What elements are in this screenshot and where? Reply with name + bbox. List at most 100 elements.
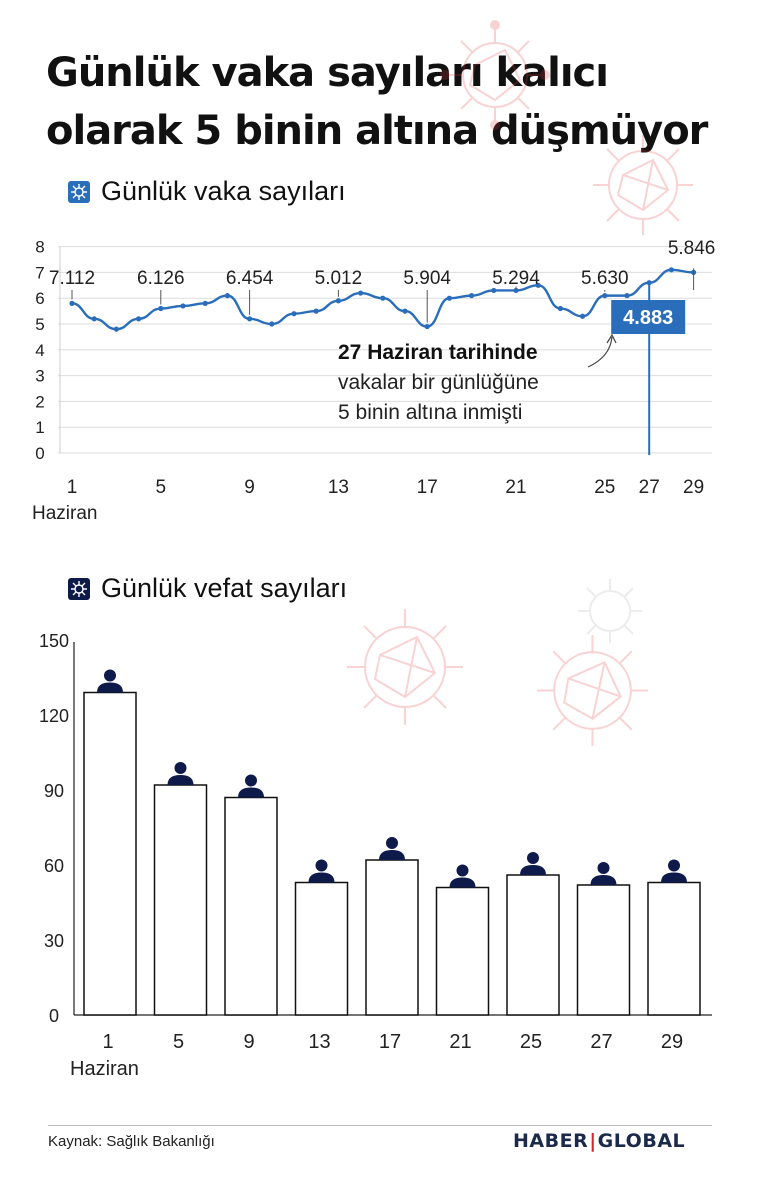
brand-separator: | bbox=[589, 1130, 597, 1152]
virus-illustration-icon bbox=[530, 628, 655, 758]
data-point bbox=[313, 308, 319, 314]
person-icon bbox=[661, 859, 687, 883]
data-point bbox=[113, 326, 119, 332]
virus-icon bbox=[68, 181, 90, 203]
data-point bbox=[668, 267, 675, 273]
data-point bbox=[424, 323, 430, 330]
person-icon bbox=[97, 669, 123, 693]
data-label: 6.454 bbox=[226, 268, 274, 289]
person-icon bbox=[520, 852, 546, 875]
person-icon bbox=[449, 864, 476, 888]
bar bbox=[506, 874, 560, 1016]
person-icon-body bbox=[167, 775, 194, 785]
person-icon-head bbox=[386, 837, 398, 849]
y-tick-label: 2 bbox=[35, 392, 44, 411]
y-tick-label: 30 bbox=[44, 931, 64, 951]
person-icon-head bbox=[245, 774, 257, 787]
brand-right: GLOBAL bbox=[597, 1130, 686, 1152]
person-icon-body bbox=[520, 865, 546, 875]
data-point bbox=[224, 293, 230, 299]
virus-illustration-icon bbox=[588, 130, 698, 245]
y-tick-label: 1 bbox=[35, 418, 44, 437]
y-tick-label: 150 bbox=[39, 631, 69, 651]
data-point bbox=[580, 313, 586, 319]
data-point bbox=[535, 282, 541, 288]
x-tick-label: 5 bbox=[156, 477, 167, 498]
data-point bbox=[335, 298, 341, 304]
daily-cases-line-chart: 0 1 2 3 4 5 6 7 8 1 5 9 13 17 21 25 27 29 Haziran 7.112 6.12… bbox=[32, 238, 716, 524]
person-icon-body bbox=[97, 682, 123, 693]
bar bbox=[365, 859, 419, 1016]
virus-illustration-icon bbox=[440, 20, 550, 135]
data-point bbox=[469, 293, 475, 299]
person-icon-body bbox=[379, 850, 405, 860]
x-tick-label: 13 bbox=[328, 477, 349, 498]
y-tick-label: 120 bbox=[39, 706, 69, 726]
brand-logo: HABER|GLOBAL bbox=[513, 1130, 685, 1152]
data-label: 5.012 bbox=[315, 268, 363, 289]
virus-illustration-icon bbox=[340, 602, 470, 737]
bar bbox=[224, 796, 278, 1016]
annotation-line-3: 5 binin altına inmişti bbox=[338, 401, 522, 424]
highlight-label: 4.883 bbox=[623, 307, 673, 329]
annotation-line-2: vakalar bir günlüğüne bbox=[338, 371, 539, 394]
x-tick-label: 29 bbox=[661, 1031, 683, 1053]
person-icon-body bbox=[238, 787, 264, 798]
data-point bbox=[291, 311, 297, 317]
section-title-deaths: Günlük vefat sayıları bbox=[101, 573, 348, 603]
bar bbox=[294, 881, 349, 1016]
data-point bbox=[446, 295, 452, 301]
virus-illustration-icon bbox=[575, 576, 645, 651]
brand-left: HABER bbox=[513, 1130, 589, 1152]
section-title-cases: Günlük vaka sayıları bbox=[101, 176, 346, 206]
data-point bbox=[491, 287, 497, 294]
y-tick-label: 90 bbox=[44, 781, 64, 801]
x-tick-label: 21 bbox=[505, 477, 526, 498]
y-tick-label: 60 bbox=[44, 856, 64, 876]
bar bbox=[153, 784, 208, 1016]
highlight-box bbox=[611, 300, 686, 334]
person-icon-head bbox=[668, 859, 680, 872]
person-icon bbox=[590, 862, 617, 885]
data-point bbox=[402, 308, 408, 314]
bar bbox=[83, 691, 137, 1016]
y-tick-label: 6 bbox=[35, 289, 44, 308]
footer-divider bbox=[48, 1125, 712, 1126]
x-tick-label: 29 bbox=[683, 477, 704, 498]
person-icon bbox=[308, 859, 335, 883]
data-point bbox=[69, 300, 75, 306]
bar bbox=[435, 886, 490, 1016]
bar bbox=[647, 881, 701, 1016]
person-icon bbox=[238, 774, 264, 798]
x-tick-label: 1 bbox=[67, 477, 78, 498]
x-tick-label: 17 bbox=[417, 477, 438, 498]
daily-deaths-bar-chart: 0 30 60 90 120 150 1 5 9 13 17 21 25 27 29 Haziran bbox=[39, 631, 712, 1080]
person-icon-body bbox=[449, 877, 476, 888]
x-axis-title: Haziran bbox=[32, 503, 97, 524]
y-tick-label: 0 bbox=[49, 1006, 59, 1026]
person-icon bbox=[167, 762, 194, 785]
data-point bbox=[202, 300, 208, 306]
data-point bbox=[624, 293, 630, 299]
data-label: 5.630 bbox=[581, 268, 629, 289]
x-tick-label: 25 bbox=[594, 477, 615, 498]
x-tick-label: 9 bbox=[244, 477, 255, 498]
x-tick-label: 1 bbox=[102, 1031, 113, 1053]
y-tick-label: 8 bbox=[35, 238, 44, 257]
x-tick-label: 13 bbox=[308, 1031, 330, 1053]
x-axis-title: Haziran bbox=[70, 1058, 139, 1080]
data-label: 6.126 bbox=[137, 268, 185, 289]
data-point bbox=[247, 316, 253, 322]
data-label: 5.904 bbox=[403, 268, 451, 289]
x-tick-label: 27 bbox=[590, 1031, 612, 1053]
x-tick-label: 25 bbox=[520, 1031, 542, 1053]
y-tick-label: 0 bbox=[35, 444, 44, 463]
person-icon-body bbox=[590, 875, 617, 885]
data-label: 5.846 bbox=[668, 238, 716, 259]
data-point bbox=[269, 321, 275, 327]
data-point bbox=[602, 293, 608, 299]
person-icon-head bbox=[597, 862, 610, 874]
data-point bbox=[180, 303, 186, 309]
data-point bbox=[557, 305, 564, 312]
data-point bbox=[358, 290, 364, 296]
